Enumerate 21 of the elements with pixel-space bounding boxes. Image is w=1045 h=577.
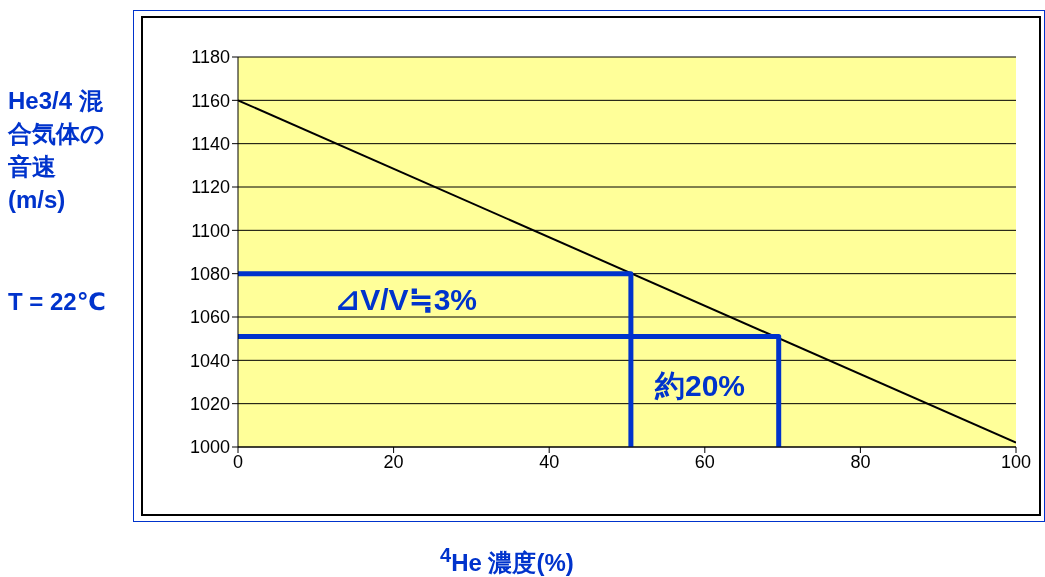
x-tick-label: 40 xyxy=(539,451,560,472)
y-tick-label: 1100 xyxy=(191,220,230,241)
text: T = 22℃ xyxy=(8,288,106,315)
x-axis-title: $^{4}$He 濃度(%) xyxy=(440,544,574,576)
x-tick-label: 100 xyxy=(1000,451,1032,472)
y-tick-label: 1080 xyxy=(189,264,230,285)
y-tick-label: 1140 xyxy=(191,134,230,155)
y-tick-label: 1040 xyxy=(189,350,230,371)
y-tick-label: 1120 xyxy=(191,177,230,198)
y-tick-label: 1180 xyxy=(191,47,230,68)
y-axis-title: He3/4 混合気体の音速 (m/s) xyxy=(8,87,105,213)
y-tick-label: 1060 xyxy=(189,307,230,328)
annotation: ⊿V/V≒3% xyxy=(335,283,477,316)
y-tick-label: 1160 xyxy=(191,90,230,111)
x-tick-label: 0 xyxy=(232,451,244,472)
y-tick-label: 1000 xyxy=(189,437,230,458)
x-tick-label: 20 xyxy=(383,451,404,472)
y-tick-label: 1020 xyxy=(189,394,230,415)
x-tick-label: 60 xyxy=(694,451,715,472)
x-tick-label: 80 xyxy=(850,451,871,472)
annotation: 約20% xyxy=(655,369,746,402)
